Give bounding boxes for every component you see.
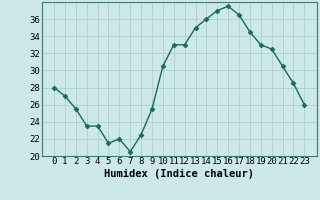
X-axis label: Humidex (Indice chaleur): Humidex (Indice chaleur) bbox=[104, 169, 254, 179]
